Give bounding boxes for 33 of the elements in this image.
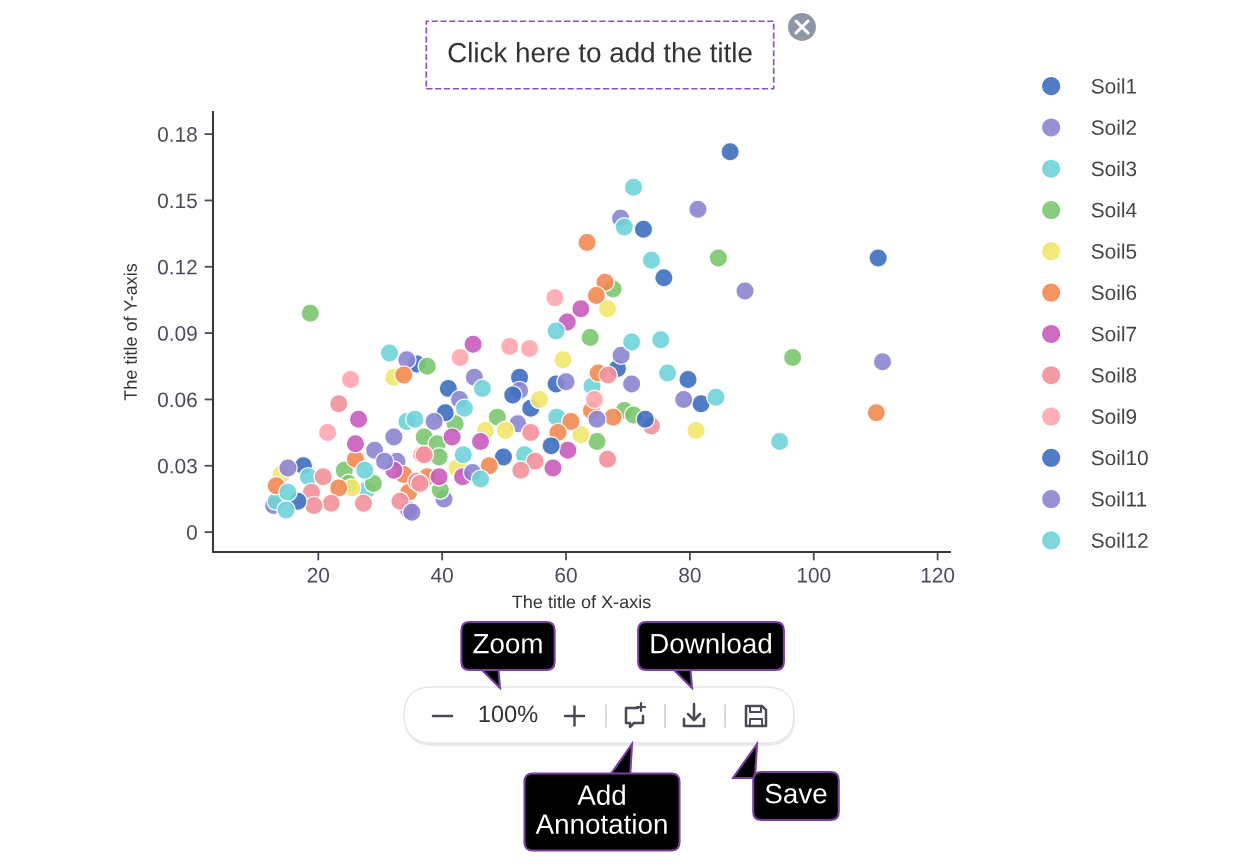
text: 100% — [479, 705, 538, 723]
y-axis-title: The title of Y-axis — [123, 263, 137, 401]
x-tick-label: 60 — [555, 567, 577, 583]
y-tick-label: 0.18 — [157, 127, 197, 142]
y-tick-label: 0.15 — [157, 193, 197, 209]
legend-label: Soil3 — [1091, 160, 1137, 177]
x-tick-label: 80 — [679, 567, 701, 583]
x-tick-label: 40 — [431, 567, 453, 583]
text: Add Annotation — [535, 784, 667, 834]
text: Download — [651, 633, 771, 654]
y-tick-label: 0.06 — [157, 392, 197, 408]
legend-label: Soil5 — [1091, 243, 1137, 259]
legend-label: Soil10 — [1091, 449, 1148, 466]
legend-label: Soil7 — [1091, 326, 1137, 342]
legend-label: Soil1 — [1091, 78, 1137, 94]
x-tick-label: 100 — [797, 567, 831, 583]
legend-label: Soil8 — [1091, 367, 1137, 383]
y-tick-label: 0.03 — [157, 458, 197, 474]
x-axis-title: The title of X-axis — [512, 595, 651, 609]
legend-label: Soil9 — [1091, 408, 1137, 424]
y-tick-label: 0.12 — [157, 259, 197, 275]
text: Save — [765, 783, 827, 804]
legend-label: Soil12 — [1091, 532, 1148, 548]
x-tick-label: 20 — [307, 567, 330, 583]
x-tick-label: 120 — [921, 567, 955, 583]
legend-label: Soil11 — [1091, 491, 1147, 507]
text: Zoom — [473, 634, 542, 654]
y-tick-label: 0 — [186, 525, 197, 540]
chart-title: Click here to add the title — [448, 42, 752, 63]
legend-label: Soil4 — [1091, 202, 1137, 218]
legend-label: Soil2 — [1091, 119, 1137, 135]
legend-label: Soil6 — [1091, 284, 1137, 301]
y-tick-label: 0.09 — [157, 326, 197, 341]
